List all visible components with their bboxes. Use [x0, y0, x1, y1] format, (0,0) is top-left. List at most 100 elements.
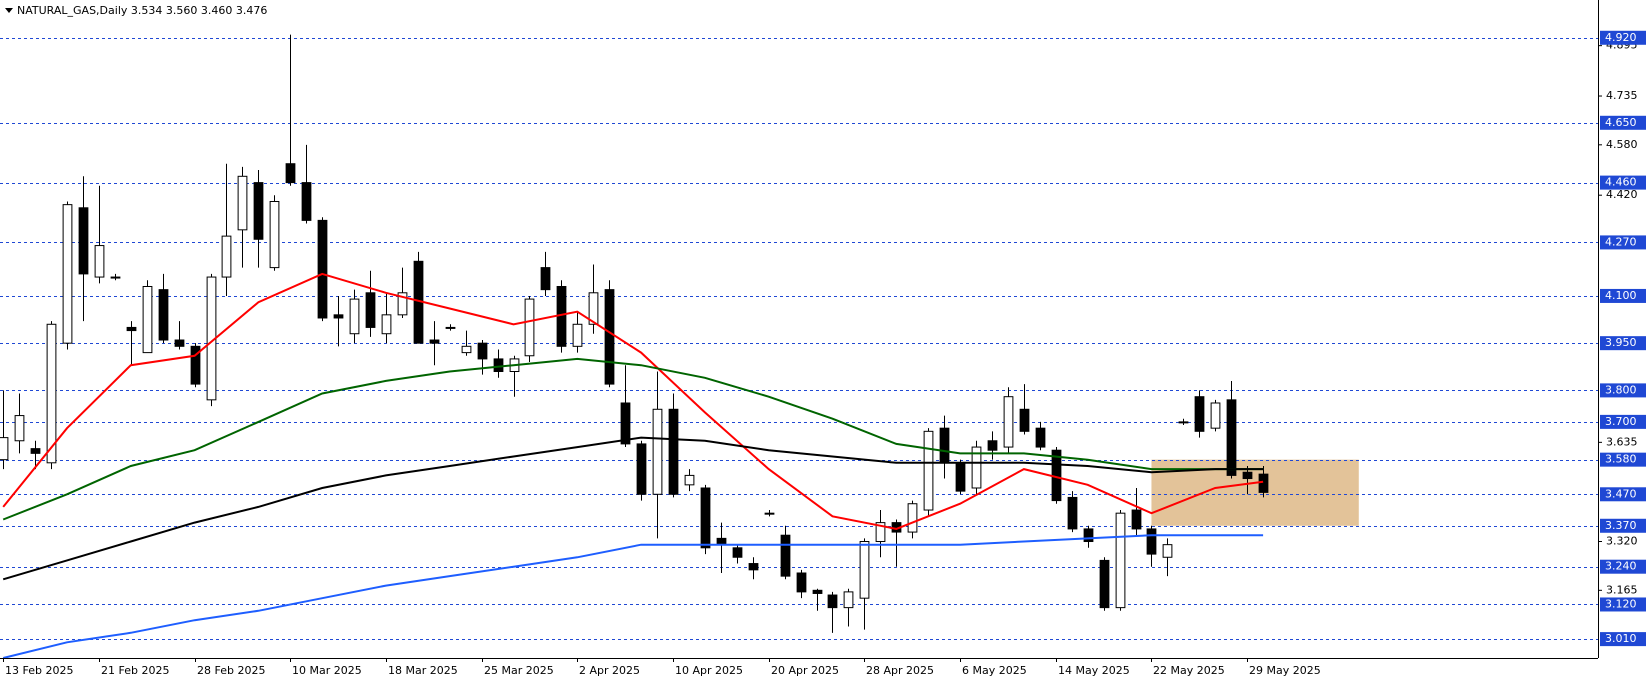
- candle-body: [30, 448, 41, 454]
- candle: [78, 176, 89, 322]
- level-label-bg: [1600, 559, 1646, 574]
- candle: [1083, 525, 1094, 548]
- candle-body: [907, 503, 918, 533]
- candle: [652, 371, 663, 539]
- level-label-bg: [1600, 288, 1646, 303]
- candle: [732, 544, 743, 564]
- candle-body: [748, 563, 759, 571]
- level-label: 3.010: [1605, 632, 1637, 645]
- candle: [1162, 538, 1173, 577]
- candle-body: [1194, 396, 1205, 432]
- y-tick-label: 3.635: [1606, 435, 1638, 448]
- candle: [142, 280, 153, 354]
- candle-body: [493, 358, 504, 373]
- candle-body: [843, 591, 854, 609]
- x-tick-label: 6 May 2025: [962, 664, 1027, 677]
- x-tick-label: 10 Apr 2025: [675, 664, 743, 677]
- level-label: 3.580: [1605, 453, 1637, 466]
- x-tick-label: 14 May 2025: [1058, 664, 1130, 677]
- candle: [987, 431, 998, 460]
- candle: [1131, 487, 1142, 536]
- candle: [780, 525, 791, 580]
- level-label-bg: [1600, 518, 1646, 533]
- candle-body: [684, 474, 695, 486]
- candle-body: [1035, 427, 1046, 448]
- chart-title: NATURAL_GAS,Daily 3.534 3.560 3.460 3.47…: [17, 4, 267, 17]
- candle-body: [604, 289, 615, 385]
- candle: [445, 324, 456, 331]
- x-tick-label: 21 Feb 2025: [101, 664, 169, 677]
- candle-body: [588, 292, 599, 325]
- candle: [269, 195, 280, 271]
- candle: [301, 144, 312, 224]
- level-label: 3.700: [1605, 415, 1637, 428]
- candle: [1099, 557, 1110, 611]
- candle: [748, 557, 759, 580]
- candle-body: [1146, 528, 1157, 555]
- candle: [190, 343, 201, 388]
- candle-body: [764, 512, 775, 515]
- candle: [636, 440, 647, 501]
- candle-body: [78, 207, 89, 275]
- moving-average: [2, 357, 1264, 521]
- level-label: 3.800: [1605, 383, 1637, 396]
- candle-body: [1226, 399, 1237, 476]
- candle: [253, 170, 264, 268]
- candle: [493, 349, 504, 378]
- candle: [812, 588, 823, 611]
- candle: [349, 289, 360, 344]
- x-tick-label: 29 May 2025: [1249, 664, 1321, 677]
- level-label-bg: [1600, 632, 1646, 647]
- candle-body: [237, 175, 248, 231]
- candle-body: [477, 342, 488, 360]
- candle-body: [221, 235, 232, 278]
- level-label-bg: [1600, 175, 1646, 190]
- y-tick-label: 4.420: [1606, 188, 1638, 201]
- candle-body: [461, 345, 472, 354]
- level-label-bg: [1600, 597, 1646, 612]
- x-tick-label: 10 Mar 2025: [292, 664, 362, 677]
- candle: [174, 321, 185, 350]
- candle-body: [381, 314, 392, 335]
- candle-body: [955, 462, 966, 492]
- candle: [1242, 465, 1253, 495]
- candle-body: [317, 219, 328, 319]
- candle-body: [1258, 473, 1269, 493]
- candle-body: [780, 534, 791, 577]
- candle: [429, 321, 440, 366]
- candle-body: [987, 440, 998, 451]
- level-label: 3.950: [1605, 336, 1637, 349]
- candle: [604, 280, 615, 388]
- candle-body: [110, 276, 121, 279]
- candle-body: [349, 298, 360, 335]
- candle: [668, 393, 679, 498]
- candle: [381, 292, 392, 344]
- candle: [875, 510, 886, 558]
- candle-body: [301, 182, 312, 221]
- candle: [1210, 399, 1221, 432]
- candle: [62, 201, 73, 350]
- candle: [158, 273, 169, 344]
- candle-body: [142, 285, 153, 354]
- candle-body: [636, 443, 647, 495]
- candle-body: [126, 326, 137, 332]
- level-label: 3.470: [1605, 487, 1637, 500]
- level-label-bg: [1600, 487, 1646, 502]
- candle: [1178, 418, 1189, 426]
- moving-average: [2, 272, 1264, 530]
- candle-body: [174, 339, 185, 347]
- candle-body: [572, 323, 583, 347]
- candle: [1035, 421, 1046, 451]
- candle-body: [1067, 496, 1078, 530]
- y-tick-label: 3.165: [1606, 583, 1638, 596]
- candle-body: [812, 589, 823, 594]
- candle: [843, 588, 854, 627]
- candle: [796, 569, 807, 599]
- candle: [1115, 510, 1126, 611]
- candle: [397, 267, 408, 318]
- candle: [14, 393, 25, 454]
- candle: [237, 166, 248, 268]
- candle-body: [285, 163, 296, 184]
